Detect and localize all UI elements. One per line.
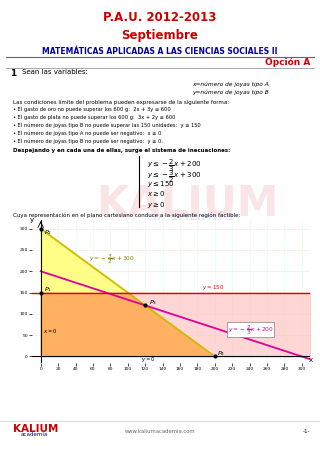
- Text: • El número de joyas tipo A no puede ser negativo:  x ≥ 0: • El número de joyas tipo A no puede ser…: [13, 130, 161, 136]
- Text: KALIUM: KALIUM: [13, 424, 58, 434]
- Text: $P_1$: $P_1$: [44, 285, 52, 294]
- Text: x=número de joyas tipo A: x=número de joyas tipo A: [192, 81, 269, 87]
- Text: $x=0$: $x=0$: [43, 327, 58, 335]
- Text: MATEMÁTICAS APLICADAS A LAS CIENCIAS SOCIALES II: MATEMÁTICAS APLICADAS A LAS CIENCIAS SOC…: [42, 47, 278, 56]
- Text: $y=0$: $y=0$: [141, 355, 156, 364]
- Text: $y=-\dfrac{2}{3}x+200$: $y=-\dfrac{2}{3}x+200$: [228, 323, 274, 337]
- Text: Despejando y en cada una de ellas, surge el sistema de inecuaciones:: Despejando y en cada una de ellas, surge…: [13, 148, 230, 153]
- Text: -1-: -1-: [303, 429, 310, 434]
- Text: • El número de joyas tipo B no puede ser negativo:  y ≥ 0.: • El número de joyas tipo B no puede ser…: [13, 138, 163, 144]
- Text: $y \leq -\dfrac{2}{3}x + 200$: $y \leq -\dfrac{2}{3}x + 200$: [147, 158, 202, 174]
- Text: $y \leq -\dfrac{3}{2}x + 300$: $y \leq -\dfrac{3}{2}x + 300$: [147, 169, 202, 185]
- Text: P.A.U. 2012-2013: P.A.U. 2012-2013: [103, 11, 217, 24]
- Text: academia: academia: [147, 211, 236, 229]
- Text: x: x: [309, 357, 313, 362]
- Text: • El gasto de plata no puede superar los 600 g:  3x + 2y ≤ 600: • El gasto de plata no puede superar los…: [13, 115, 175, 120]
- Text: y: y: [30, 217, 34, 223]
- Text: Opción A: Opción A: [265, 58, 310, 67]
- Text: $P_3$: $P_3$: [148, 298, 157, 307]
- Text: KALIUM: KALIUM: [96, 183, 278, 225]
- Text: y=número de joyas tipo B: y=número de joyas tipo B: [192, 89, 269, 95]
- Text: academia: academia: [21, 432, 48, 438]
- Text: $y=-\dfrac{3}{2}x+300$: $y=-\dfrac{3}{2}x+300$: [89, 252, 134, 266]
- Text: $x \geq 0$: $x \geq 0$: [147, 189, 166, 198]
- Text: $y \geq 0$: $y \geq 0$: [147, 200, 166, 210]
- Text: www.kaliumacademia.com: www.kaliumacademia.com: [125, 429, 195, 434]
- Text: • El número de joyas tipo B no puede superar las 150 unidades:  y ≤ 150: • El número de joyas tipo B no puede sup…: [13, 123, 201, 128]
- Text: $y=150$: $y=150$: [202, 283, 224, 292]
- Text: Las condiciones límite del problema pueden expresarse de la siguiente forma:: Las condiciones límite del problema pued…: [13, 99, 229, 105]
- Text: $P_2$: $P_2$: [44, 228, 52, 236]
- Text: 1: 1: [10, 69, 16, 78]
- Text: • El gasto de oro no puede superar los 600 g:  2x + 3y ≤ 600: • El gasto de oro no puede superar los 6…: [13, 107, 171, 112]
- Text: $P_4$: $P_4$: [217, 349, 226, 358]
- Text: $y \leq 150$: $y \leq 150$: [147, 179, 175, 189]
- Text: Sean las variables:: Sean las variables:: [22, 69, 88, 75]
- Text: Septiembre: Septiembre: [122, 29, 198, 43]
- Polygon shape: [41, 293, 215, 357]
- Text: Cuya representación en el plano cartesiano conduce a la siguiente región factibl: Cuya representación en el plano cartesia…: [13, 213, 240, 218]
